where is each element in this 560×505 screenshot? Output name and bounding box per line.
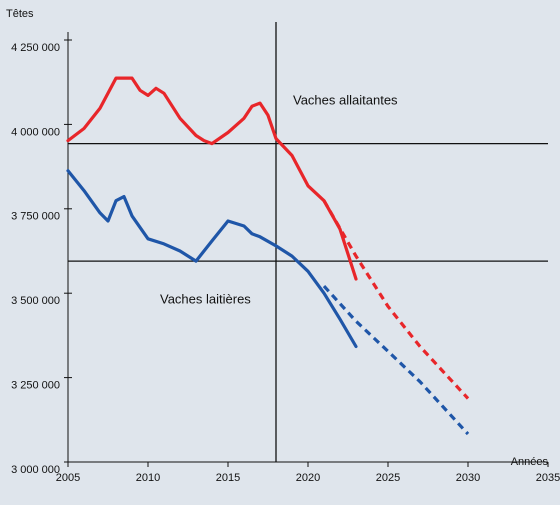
series-line (66, 76, 358, 281)
y-tick-label: 4 000 000 (11, 126, 60, 138)
series-line (322, 199, 470, 400)
y-axis-label: Têtes (6, 8, 34, 20)
x-tick-label: 2030 (456, 472, 480, 484)
y-tick-label: 4 250 000 (11, 42, 60, 54)
y-tick-label: 3 500 000 (11, 295, 60, 307)
series-label: Vaches laitières (160, 291, 251, 306)
x-tick-label: 2035 (536, 472, 560, 484)
x-tick-label: 2020 (296, 472, 320, 484)
y-tick-label: 3 250 000 (11, 380, 60, 392)
x-tick-label: 2015 (216, 472, 240, 484)
x-tick-label: 2025 (376, 472, 400, 484)
x-tick-label: 2010 (136, 472, 160, 484)
y-tick-label: 3 000 000 (11, 464, 60, 476)
x-tick-label: 2005 (56, 472, 80, 484)
series-line (322, 285, 470, 436)
series-label: Vaches allaitantes (293, 92, 398, 107)
series-line (66, 169, 358, 349)
y-tick-label: 3 750 000 (11, 211, 60, 223)
